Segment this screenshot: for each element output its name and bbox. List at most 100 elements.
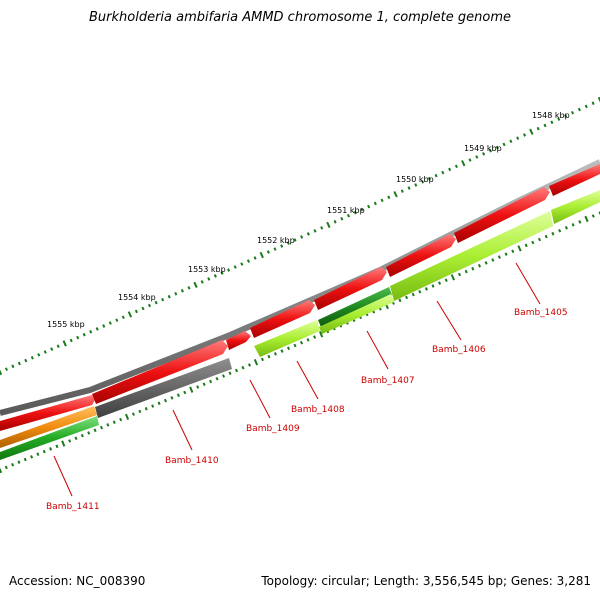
callout-line — [53, 455, 73, 497]
scale-tick — [259, 251, 264, 259]
scale-tick — [424, 287, 428, 291]
scale-tick — [180, 289, 184, 293]
scale-tick — [17, 361, 21, 366]
scale-tick — [36, 452, 40, 456]
kbp-label: 1550 kbp — [396, 175, 434, 184]
scale-tick — [457, 272, 462, 277]
scale-tick — [82, 332, 86, 337]
scale-tick — [591, 101, 595, 105]
scale-tick — [167, 294, 171, 299]
gene-bar-light-green — [551, 190, 600, 224]
scale-tick — [215, 376, 219, 381]
gene-bar-red — [226, 331, 251, 350]
scale-tick — [537, 237, 542, 242]
scale-tick — [431, 284, 435, 288]
gene-label-bamb-1405: Bamb_1405 — [514, 308, 568, 318]
scale-tick — [240, 262, 244, 266]
scale-tick — [68, 439, 72, 443]
scale-tick — [280, 244, 284, 248]
scale-tick — [516, 136, 520, 140]
scale-tick — [220, 271, 224, 275]
scale-tick — [597, 96, 600, 103]
scale-tick — [106, 423, 110, 427]
gene-bar-light-green — [254, 320, 320, 357]
kbp-label: 1551 kbp — [327, 206, 365, 215]
scale-tick — [183, 390, 187, 395]
scale-tick — [112, 420, 116, 424]
scale-tick — [280, 349, 284, 353]
kbp-label: 1552 kbp — [257, 236, 295, 245]
scale-tick — [127, 311, 133, 318]
scale-tick — [461, 160, 466, 167]
gene-bar-red — [454, 187, 550, 243]
scale-tick — [227, 268, 231, 272]
scale-tick — [504, 252, 508, 256]
scale-tick — [420, 180, 425, 184]
kbp-scale-ticks — [0, 96, 600, 376]
scale-tick — [161, 297, 165, 302]
kbp-labels: 1548 kbp 1549 kbp 1550 kbp 1551 kbp 1552… — [47, 111, 570, 329]
scale-tick — [30, 355, 34, 360]
scale-tick — [448, 167, 452, 172]
scale-tick — [241, 365, 245, 370]
scale-tick — [300, 235, 304, 239]
scale-tick — [318, 331, 324, 338]
scale-tick — [95, 327, 99, 331]
scale-tick — [247, 363, 252, 367]
scale-tick — [273, 247, 277, 251]
callout-line — [172, 409, 193, 451]
scale-tick — [299, 340, 304, 345]
scale-tick — [326, 221, 331, 228]
scale-tick — [170, 396, 174, 400]
scale-tick — [502, 142, 506, 147]
scale-tick — [24, 358, 28, 363]
gene-bar-red — [0, 395, 95, 431]
scale-tick — [209, 379, 213, 384]
scale-tick — [306, 232, 310, 236]
scale-tick — [286, 346, 291, 351]
scale-tick — [30, 455, 34, 459]
scale-tick — [571, 223, 575, 227]
gene-bar-dark-green — [318, 287, 392, 327]
callout-line — [366, 330, 389, 370]
scale-tick — [564, 226, 568, 230]
scale-tick — [49, 447, 53, 451]
scale-tick — [253, 256, 257, 260]
scale-tick — [37, 353, 41, 357]
inner-scale-ticks — [0, 211, 600, 474]
scale-tick — [320, 226, 324, 230]
scale-tick — [293, 238, 297, 242]
scale-tick — [222, 374, 226, 378]
scale-tick — [517, 245, 522, 252]
scale-tick — [536, 126, 540, 131]
callout-line — [436, 300, 462, 341]
scale-tick — [176, 393, 180, 397]
scale-tick — [454, 164, 458, 169]
scale-tick — [11, 364, 15, 369]
forward-strand-genes — [0, 164, 600, 431]
gene-bar-red — [386, 234, 456, 277]
scale-tick — [293, 343, 297, 348]
scale-tick — [346, 213, 351, 218]
scale-tick — [484, 261, 488, 265]
scale-tick — [124, 413, 130, 420]
map-title: Burkholderia ambifaria AMMD chromosome 1… — [88, 10, 512, 25]
gene-bar-red — [549, 164, 600, 196]
scale-tick — [141, 306, 145, 311]
kbp-label: 1554 kbp — [118, 293, 156, 302]
scale-tick — [427, 176, 431, 181]
scale-tick — [89, 330, 93, 334]
scale-tick — [134, 309, 138, 314]
scale-tick — [306, 338, 310, 342]
scale-tick — [228, 371, 232, 376]
scale-tick — [17, 460, 21, 464]
scale-tick — [531, 240, 535, 245]
scale-tick — [444, 278, 448, 282]
scale-tick — [488, 148, 492, 153]
scale-tick — [564, 114, 568, 118]
scale-tick — [405, 295, 409, 300]
scale-tick — [93, 428, 97, 433]
scale-tick — [115, 318, 119, 322]
gene-label-bamb-1408: Bamb_1408 — [291, 405, 345, 415]
scale-tick — [333, 220, 337, 224]
